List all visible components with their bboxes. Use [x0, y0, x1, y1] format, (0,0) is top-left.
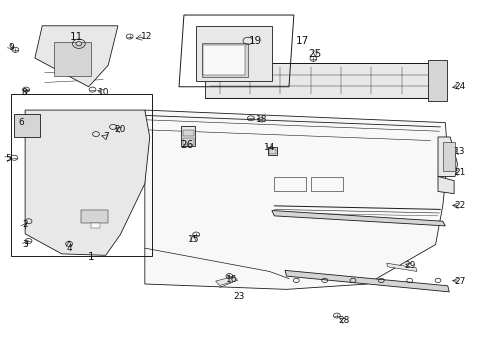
Polygon shape	[216, 276, 238, 285]
Bar	[202, 42, 248, 77]
Bar	[443, 141, 455, 171]
Bar	[270, 149, 276, 154]
Text: 16: 16	[225, 275, 237, 284]
Text: 17: 17	[296, 36, 309, 46]
Bar	[91, 223, 100, 228]
Bar	[81, 211, 108, 223]
Text: 25: 25	[309, 49, 322, 59]
Text: 21: 21	[454, 168, 466, 177]
Text: 13: 13	[454, 147, 466, 156]
Text: 9: 9	[8, 43, 14, 52]
Polygon shape	[387, 263, 417, 271]
Text: 22: 22	[454, 201, 466, 210]
Text: 10: 10	[98, 87, 109, 96]
Circle shape	[76, 41, 82, 46]
Text: 15: 15	[188, 235, 199, 244]
Polygon shape	[35, 26, 118, 87]
Bar	[54, 42, 91, 76]
Bar	[274, 177, 306, 192]
Text: 19: 19	[249, 36, 262, 46]
Text: 2: 2	[23, 220, 28, 229]
Bar	[269, 147, 277, 155]
Text: 18: 18	[256, 115, 268, 124]
Text: 11: 11	[70, 32, 83, 41]
Text: 6: 6	[18, 118, 24, 127]
Text: 26: 26	[181, 140, 194, 150]
Bar	[205, 63, 437, 98]
Polygon shape	[272, 211, 445, 226]
Text: 5: 5	[5, 154, 11, 163]
Bar	[183, 130, 194, 136]
Text: 1: 1	[88, 252, 95, 262]
Polygon shape	[438, 176, 454, 194]
Text: 24: 24	[454, 82, 466, 91]
Polygon shape	[25, 110, 150, 255]
Bar	[428, 60, 447, 101]
Text: 14: 14	[264, 143, 275, 152]
Polygon shape	[438, 137, 458, 176]
Bar	[11, 94, 152, 256]
Text: 23: 23	[233, 292, 245, 301]
Text: 12: 12	[141, 32, 152, 41]
Polygon shape	[285, 270, 449, 292]
Text: 7: 7	[103, 132, 109, 141]
Bar	[311, 177, 343, 192]
Text: 3: 3	[22, 240, 28, 249]
Bar	[203, 45, 245, 75]
Bar	[183, 138, 194, 145]
Text: 29: 29	[404, 261, 416, 270]
Text: 28: 28	[338, 316, 349, 325]
Text: 27: 27	[454, 276, 466, 285]
Text: 20: 20	[115, 125, 126, 134]
Bar	[14, 114, 40, 137]
Text: 8: 8	[21, 87, 27, 96]
Bar	[196, 26, 272, 81]
Polygon shape	[145, 110, 448, 289]
Text: 4: 4	[66, 244, 72, 253]
Bar	[181, 126, 195, 146]
